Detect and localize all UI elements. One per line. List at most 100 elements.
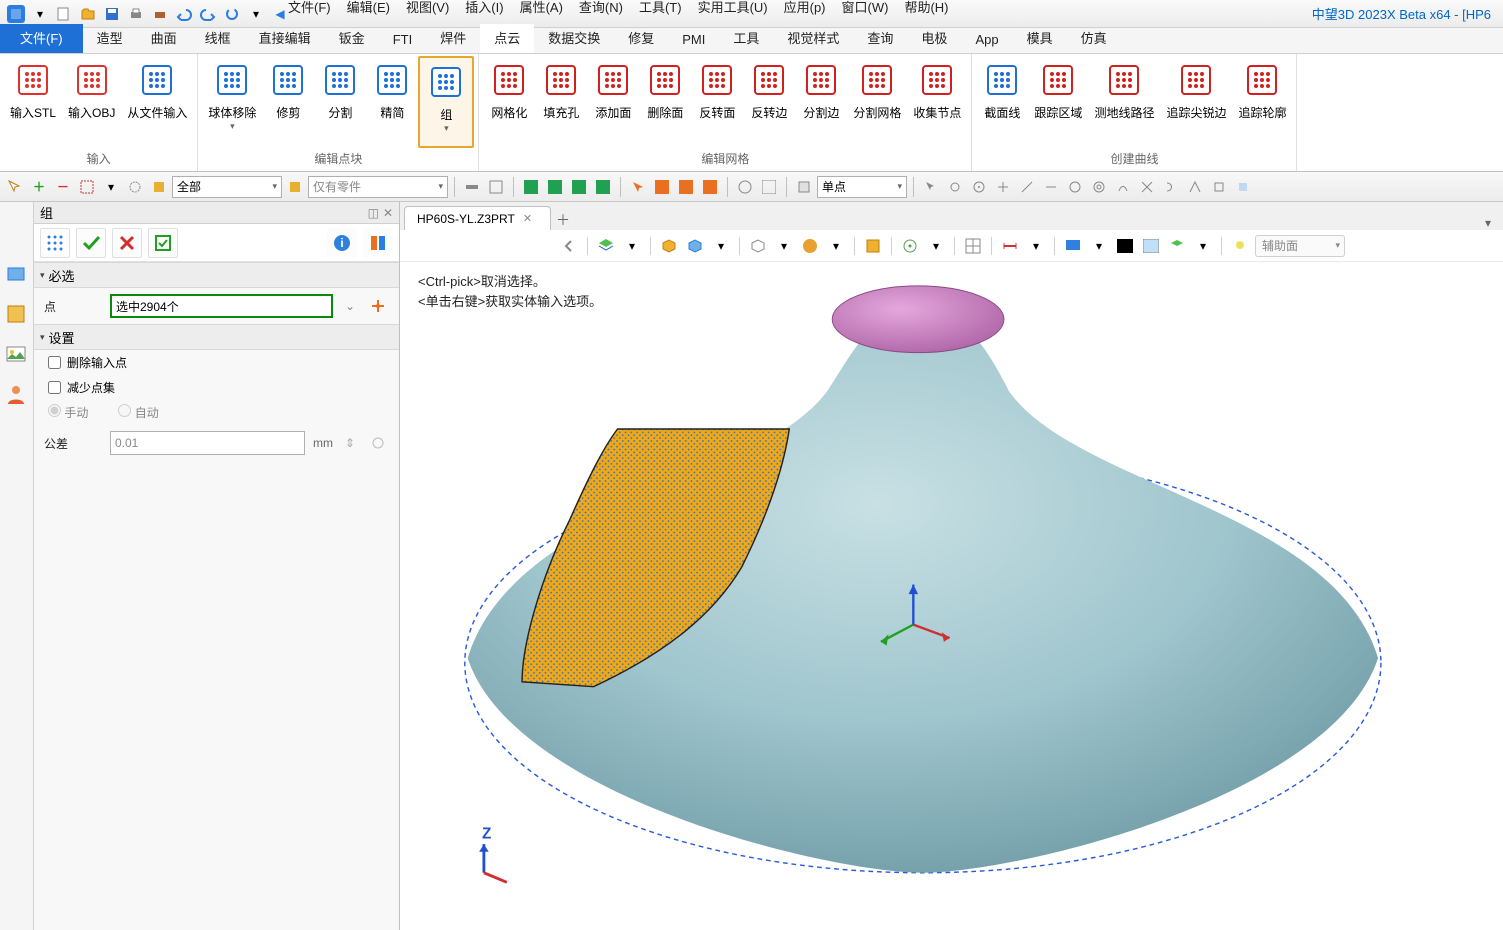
ribbon-tab-视觉样式[interactable]: 视觉样式 xyxy=(773,24,853,53)
add-face-button[interactable]: 添加面 xyxy=(587,56,639,148)
snap10-icon[interactable] xyxy=(1136,176,1158,198)
vt-drop7-icon[interactable]: ▾ xyxy=(1088,235,1110,257)
menu-帮助(H)[interactable]: 帮助(H) xyxy=(896,0,956,18)
vt-drop5-icon[interactable]: ▾ xyxy=(925,235,947,257)
vt-target-icon[interactable] xyxy=(899,235,921,257)
track-sharp-button[interactable]: 追踪尖锐边 xyxy=(1160,56,1232,148)
snap2-icon[interactable] xyxy=(944,176,966,198)
collect-node-button[interactable]: 收集节点 xyxy=(907,56,967,148)
ribbon-tab-修复[interactable]: 修复 xyxy=(614,24,668,53)
menu-编辑(E)[interactable]: 编辑(E) xyxy=(339,0,398,18)
ribbon-tab-焊件[interactable]: 焊件 xyxy=(426,24,480,53)
new-tab-button[interactable]: ＋ xyxy=(551,210,575,230)
ribbon-tab-App[interactable]: App xyxy=(961,28,1012,53)
tb-cube-icon[interactable] xyxy=(793,176,815,198)
vt-drop1-icon[interactable]: ▾ xyxy=(621,235,643,257)
ribbon-tab-曲面[interactable]: 曲面 xyxy=(137,24,191,53)
points-dropdown-icon[interactable]: ⌄ xyxy=(339,295,361,317)
ribbon-tab-PMI[interactable]: PMI xyxy=(668,28,719,53)
dropdown-icon[interactable]: ▾ xyxy=(246,4,266,24)
tb-green3-icon[interactable] xyxy=(568,176,590,198)
track-outline-button[interactable]: 追踪轮廓 xyxy=(1232,56,1292,148)
ribbon-tab-FTI[interactable]: FTI xyxy=(379,28,427,53)
vt-drop8-icon[interactable]: ▾ xyxy=(1192,235,1214,257)
qat-chevron-icon[interactable]: ▾ xyxy=(30,4,50,24)
vt-rect-icon[interactable] xyxy=(862,235,884,257)
vt-lightblue-icon[interactable] xyxy=(1140,235,1162,257)
section-settings[interactable]: 设置 xyxy=(34,324,399,350)
split-button[interactable]: 分割 xyxy=(314,56,366,148)
ribbon-tab-钣金[interactable]: 钣金 xyxy=(325,24,379,53)
snap12-icon[interactable] xyxy=(1184,176,1206,198)
expand-button[interactable] xyxy=(363,228,393,258)
section-required[interactable]: 必选 xyxy=(34,262,399,288)
delete-input-checkbox[interactable] xyxy=(48,356,61,369)
filter-icon[interactable] xyxy=(148,176,170,198)
vt-drop4-icon[interactable]: ▾ xyxy=(825,235,847,257)
import-obj-button[interactable]: 输入OBJ xyxy=(62,56,121,148)
ribbon-tab-工具[interactable]: 工具 xyxy=(719,24,773,53)
add-sel-icon[interactable]: ＋ xyxy=(28,176,50,198)
tb-green1-icon[interactable] xyxy=(520,176,542,198)
ribbon-tab-点云[interactable]: 点云 xyxy=(480,24,534,53)
tb-grey1-icon[interactable] xyxy=(734,176,756,198)
save-icon[interactable] xyxy=(102,4,122,24)
refresh-icon[interactable] xyxy=(222,4,242,24)
snap9-icon[interactable] xyxy=(1112,176,1134,198)
vt-wireframe-icon[interactable] xyxy=(747,235,769,257)
tb-orange4-icon[interactable] xyxy=(699,176,721,198)
vt-box2-icon[interactable] xyxy=(684,235,706,257)
rail-image-icon[interactable] xyxy=(4,342,30,368)
redo-icon[interactable] xyxy=(198,4,218,24)
simplify-button[interactable]: 精简 xyxy=(366,56,418,148)
aux-plane-combo[interactable]: 辅助面 xyxy=(1255,235,1345,257)
menu-窗口(W)[interactable]: 窗口(W) xyxy=(834,0,897,18)
vt-sphere-icon[interactable] xyxy=(799,235,821,257)
sphere-remove-dropdown-icon[interactable]: ▾ xyxy=(230,121,235,132)
tb-orange3-icon[interactable] xyxy=(675,176,697,198)
doc-tab-active[interactable]: HP60S-YL.Z3PRT ✕ xyxy=(404,206,551,230)
delete-face-button[interactable]: 删除面 xyxy=(639,56,691,148)
viewport[interactable]: <Ctrl-pick>取消选择。 <单击右键>获取实体输入选项。 xyxy=(400,262,1503,930)
tol-extra-icon[interactable] xyxy=(367,432,389,454)
snap7-icon[interactable] xyxy=(1064,176,1086,198)
panel-close-icon[interactable]: ✕ xyxy=(383,206,393,220)
filter2-icon[interactable] xyxy=(284,176,306,198)
flip-edge-button[interactable]: 反转边 xyxy=(743,56,795,148)
geodesic-button[interactable]: 测地线路径 xyxy=(1088,56,1160,148)
vt-bulb-icon[interactable] xyxy=(1229,235,1251,257)
track-region-button[interactable]: 跟踪区域 xyxy=(1028,56,1088,148)
section-line-button[interactable]: 截面线 xyxy=(976,56,1028,148)
apply-button[interactable] xyxy=(148,228,178,258)
select-mode-combo[interactable]: 全部 xyxy=(172,176,282,198)
tb-green2-icon[interactable] xyxy=(544,176,566,198)
new-icon[interactable] xyxy=(54,4,74,24)
tb-green4-icon[interactable] xyxy=(592,176,614,198)
panel-points-icon[interactable] xyxy=(40,228,70,258)
vt-layers2-icon[interactable] xyxy=(1166,235,1188,257)
import-file-button[interactable]: 从文件输入 xyxy=(121,56,193,148)
snap6-icon[interactable] xyxy=(1040,176,1062,198)
vt-drop3-icon[interactable]: ▾ xyxy=(773,235,795,257)
ribbon-tab-文件(F)[interactable]: 文件(F) xyxy=(0,24,83,53)
panel-dock-icon[interactable]: ◫ xyxy=(368,206,379,220)
menu-工具(T)[interactable]: 工具(T) xyxy=(631,0,690,18)
open-icon[interactable] xyxy=(78,4,98,24)
window-sel-icon[interactable] xyxy=(76,176,98,198)
split-edge-button[interactable]: 分割边 xyxy=(795,56,847,148)
group-dropdown-icon[interactable]: ▾ xyxy=(444,123,449,134)
menu-应用(p)[interactable]: 应用(p) xyxy=(776,0,834,18)
tb-misc1-icon[interactable] xyxy=(461,176,483,198)
ribbon-tab-查询[interactable]: 查询 xyxy=(853,24,907,53)
menu-插入(I)[interactable]: 插入(I) xyxy=(457,0,511,18)
vt-monitor-icon[interactable] xyxy=(1062,235,1084,257)
close-tab-icon[interactable]: ✕ xyxy=(523,212,532,225)
undo-icon[interactable] xyxy=(174,4,194,24)
rail-box-icon[interactable] xyxy=(4,302,30,328)
ribbon-tab-仿真[interactable]: 仿真 xyxy=(1067,24,1121,53)
vt-drop6-icon[interactable]: ▾ xyxy=(1025,235,1047,257)
snap13-icon[interactable] xyxy=(1208,176,1230,198)
rail-user-icon[interactable] xyxy=(4,382,30,408)
import-stl-button[interactable]: 输入STL xyxy=(4,56,62,148)
split-mesh-button[interactable]: 分割网格 xyxy=(847,56,907,148)
